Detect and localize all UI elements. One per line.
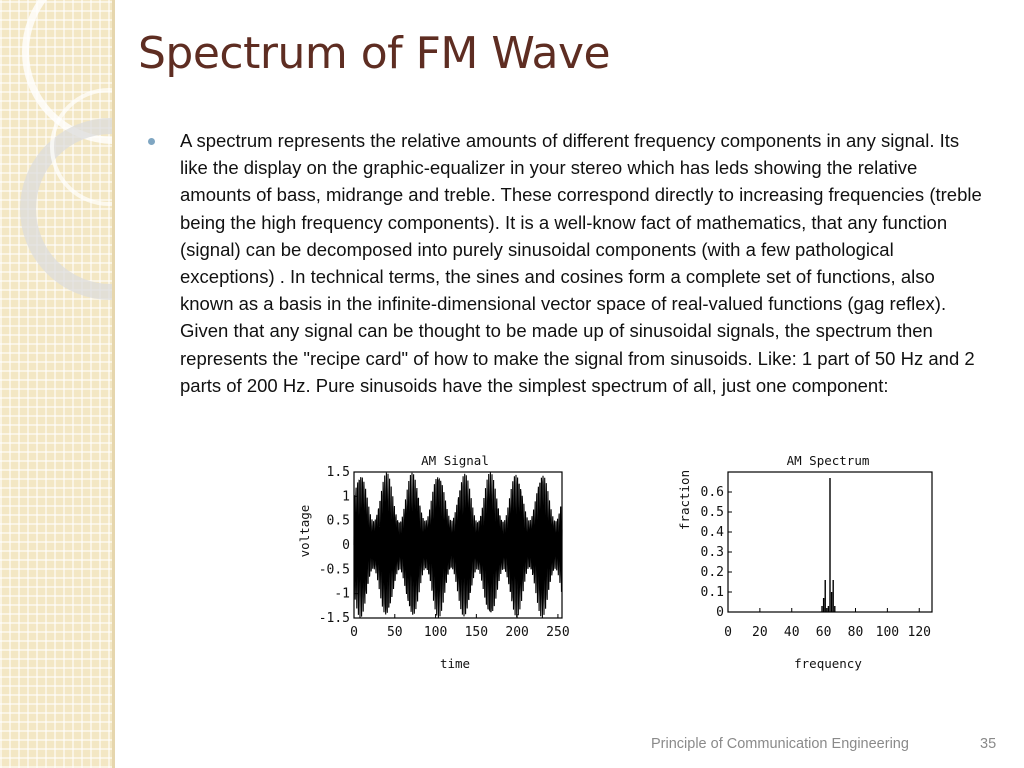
x-axis-label: frequency	[794, 656, 862, 671]
x-tick-label: 120	[908, 625, 931, 640]
x-tick-label: 100	[876, 625, 899, 640]
x-tick-label: 150	[465, 625, 488, 640]
y-tick-label: 0.5	[327, 514, 350, 529]
plot-frame	[353, 471, 563, 619]
y-tick-label: 0.5	[701, 505, 724, 520]
y-tick-label: -0.5	[319, 562, 350, 577]
y-tick-label: -1.5	[319, 611, 350, 626]
y-tick-label: 0.1	[701, 585, 724, 600]
y-axis-label: voltage	[297, 505, 312, 558]
bullet-text: A spectrum represents the relative amoun…	[180, 130, 982, 396]
y-axis-label: fraction	[677, 470, 692, 530]
decorative-sidebar	[0, 0, 112, 768]
bullet-icon	[148, 138, 155, 145]
y-tick-label: 1	[342, 489, 350, 504]
chart-title: AM Spectrum	[787, 453, 870, 468]
plot-frame	[727, 471, 933, 613]
x-tick-label: 250	[546, 625, 569, 640]
y-tick-label: 0.3	[701, 545, 724, 560]
y-tick-label: 0	[716, 605, 724, 620]
am-signal-chart: AM Signal voltage 1.5 1 0.5 0 -0.5 -1 -1.5 0 50…	[297, 453, 570, 671]
chart-title: AM Signal	[421, 453, 489, 468]
y-tick-label: -1	[334, 587, 350, 602]
y-tick-label: 0.2	[701, 565, 724, 580]
x-tick-label: 0	[724, 625, 732, 640]
am-spectrum-chart: AM Spectrum fraction 0.6 0.5 0.4 0.3 0.2 0.1 0…	[677, 453, 933, 671]
x-tick-label: 100	[424, 625, 447, 640]
x-axis-label: time	[440, 656, 470, 671]
y-tick-label: 0	[342, 538, 350, 553]
x-tick-label: 20	[752, 625, 768, 640]
signal-line	[353, 471, 563, 618]
x-tick-label: 0	[350, 625, 358, 640]
y-tick-label: 1.5	[327, 465, 350, 480]
x-tick-label: 60	[816, 625, 832, 640]
x-tick-label: 200	[505, 625, 528, 640]
y-tick-label: 0.4	[701, 525, 725, 540]
x-tick-label: 50	[387, 625, 403, 640]
page-number: 35	[980, 736, 997, 752]
sidebar-divider	[112, 0, 115, 768]
x-tick-label: 80	[848, 625, 864, 640]
footer-course-name: Principle of Communication Engineering	[651, 736, 909, 752]
slide-title: Spectrum of FM Wave	[138, 28, 611, 79]
x-tick-label: 40	[784, 625, 800, 640]
y-tick-label: 0.6	[701, 485, 724, 500]
